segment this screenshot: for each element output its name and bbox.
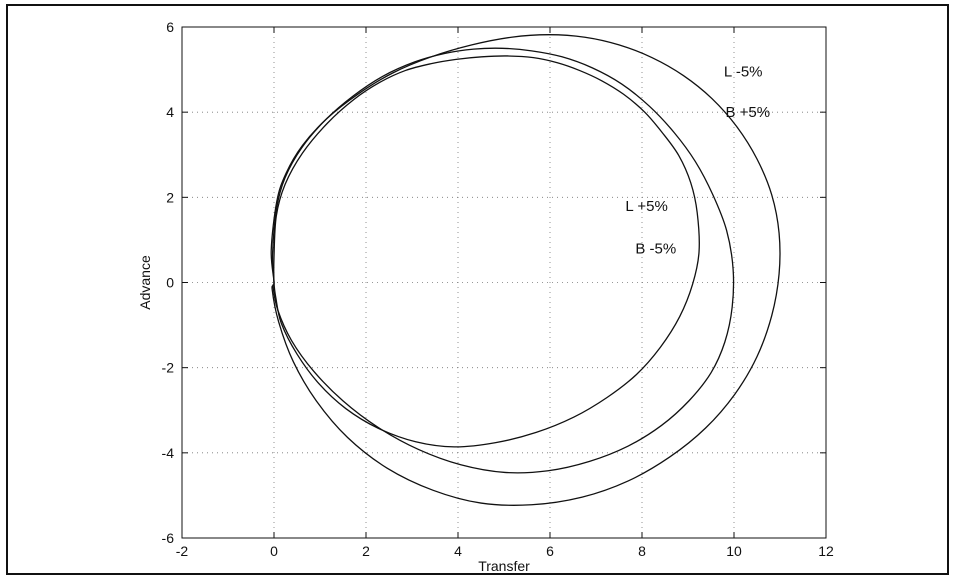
annotations-group: L -5% B +5% L +5% B -5%	[625, 64, 770, 258]
y-tick-label: -4	[162, 445, 175, 461]
y-tick-label: -6	[162, 530, 175, 546]
annotation-label: B -5%	[635, 240, 676, 257]
x-tick-label: 10	[726, 543, 742, 559]
annotation-label: L -5%	[724, 64, 763, 81]
y-tick-label: 6	[166, 19, 174, 35]
x-tick-label: 2	[362, 543, 370, 559]
y-axis-label: Advance	[137, 255, 153, 310]
x-tick-label: -2	[176, 543, 189, 559]
y-tick-label: 2	[166, 189, 174, 205]
annotation-label: B +5%	[725, 104, 770, 121]
series-line-1	[273, 55, 700, 448]
y-tick-label: -2	[162, 360, 175, 376]
annotation-label: L +5%	[625, 198, 667, 215]
series-group	[270, 34, 781, 506]
x-tick-label: 0	[270, 543, 278, 559]
figure-frame: -2 0 2 4 6 8 10 12 -6 -4 -2 0 2 4 6 L -5% B +5% L +5% B -…	[6, 4, 949, 575]
x-tick-label: 8	[638, 543, 646, 559]
y-tick-label: 0	[166, 275, 174, 291]
series-line-2	[271, 47, 735, 474]
series-line-3	[270, 34, 781, 506]
x-axis-label: Transfer	[478, 558, 530, 573]
chart-plot: -2 0 2 4 6 8 10 12 -6 -4 -2 0 2 4 6 L -5% B +5% L +5% B -…	[137, 19, 834, 573]
axis-ticks: -2 0 2 4 6 8 10 12 -6 -4 -2 0 2 4 6	[162, 19, 834, 559]
x-tick-label: 12	[818, 543, 834, 559]
x-tick-label: 6	[546, 543, 554, 559]
x-tick-label: 4	[454, 543, 462, 559]
y-tick-label: 4	[166, 104, 174, 120]
